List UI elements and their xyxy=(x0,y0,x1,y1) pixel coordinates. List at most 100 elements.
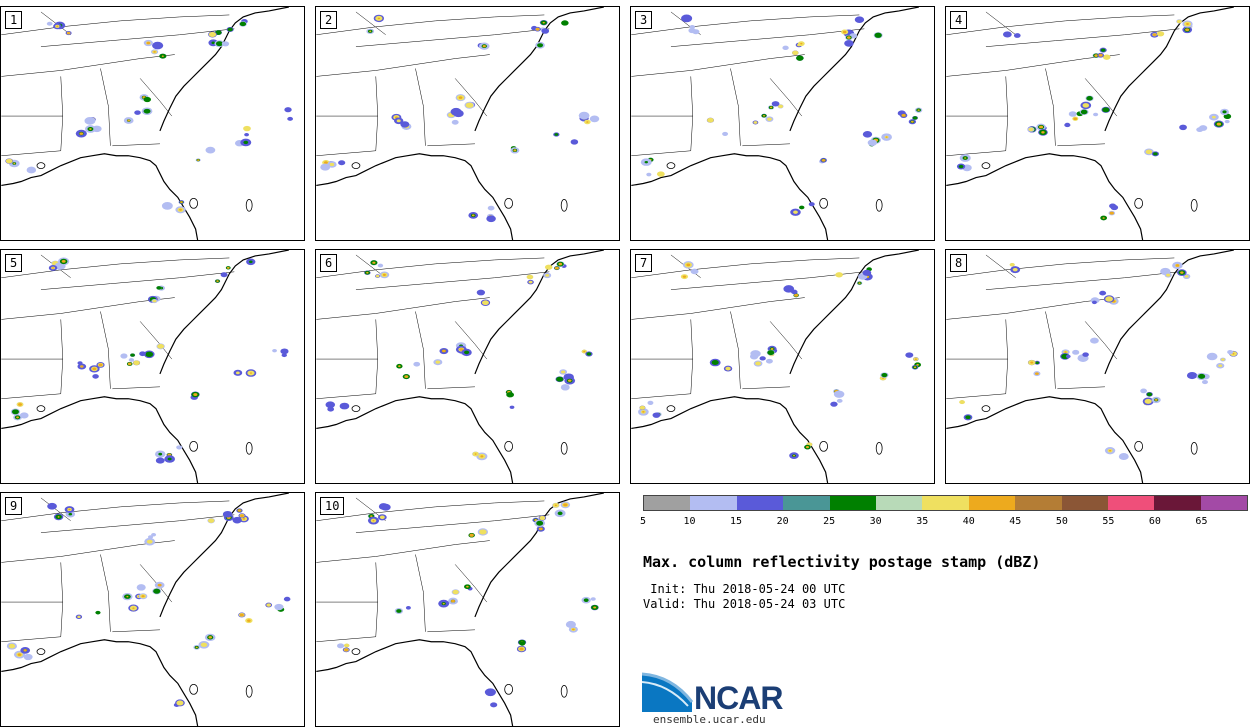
coastline xyxy=(1104,7,1234,132)
coastline xyxy=(316,153,514,240)
state-border xyxy=(100,311,111,389)
reflectivity-echo xyxy=(152,41,164,50)
reflectivity-echo xyxy=(913,366,917,369)
state-border xyxy=(427,629,475,633)
reflectivity-echo xyxy=(545,273,550,277)
colorbar-tick-label: 45 xyxy=(1009,516,1022,527)
reflectivity-echo xyxy=(528,280,533,284)
reflectivity-echo xyxy=(375,274,380,278)
init-time: Init: Thu 2018-05-24 00 UTC xyxy=(643,582,846,596)
state-border xyxy=(316,54,490,77)
reflectivity-echo xyxy=(176,700,184,706)
reflectivity-echo xyxy=(208,31,217,38)
state-border xyxy=(112,143,160,147)
reflectivity-echo xyxy=(558,262,563,266)
reflectivity-echo xyxy=(329,162,335,167)
reflectivity-echo xyxy=(1102,107,1110,113)
reflectivity-echo xyxy=(77,361,83,365)
reflectivity-echo xyxy=(589,115,600,123)
stamp-panel-4: 4 xyxy=(945,6,1250,241)
reflectivity-echo xyxy=(157,343,165,349)
state-border xyxy=(60,562,64,637)
reflectivity-echo xyxy=(161,55,164,57)
colorbar-tick-label: 15 xyxy=(730,516,743,527)
colorbar-segment xyxy=(1061,496,1108,510)
reflectivity-echo xyxy=(337,643,345,649)
reflectivity-echo xyxy=(471,214,475,217)
state-border xyxy=(355,11,386,35)
member-label: 8 xyxy=(950,254,968,272)
reflectivity-echo xyxy=(542,21,545,24)
reflectivity-echo xyxy=(80,365,84,368)
reflectivity-echo xyxy=(195,646,198,649)
state-border xyxy=(1,54,175,77)
state-border xyxy=(375,319,379,394)
colorbar-segment xyxy=(690,496,737,510)
coastline xyxy=(474,7,604,132)
reflectivity-echo xyxy=(92,367,97,371)
reflectivity-echo xyxy=(586,352,592,356)
state-border xyxy=(1005,319,1009,394)
reflectivity-echo xyxy=(1198,373,1206,379)
reflectivity-echo xyxy=(127,362,132,366)
map xyxy=(631,250,922,483)
state-border xyxy=(316,540,490,563)
coastline xyxy=(1,153,199,240)
map xyxy=(316,493,604,726)
reflectivity-echo xyxy=(1091,300,1097,305)
reflectivity-echo xyxy=(130,353,135,357)
reflectivity-echo xyxy=(325,401,336,409)
reflectivity-echo xyxy=(1184,275,1189,278)
reflectivity-echo xyxy=(23,649,27,652)
reflectivity-echo xyxy=(487,205,495,211)
colorbar-tick-label: 65 xyxy=(1195,516,1208,527)
reflectivity-echo xyxy=(792,50,799,55)
state-border xyxy=(316,14,545,36)
coastline xyxy=(631,153,829,240)
reflectivity-echo xyxy=(133,360,140,366)
reflectivity-echo xyxy=(1186,23,1189,26)
reflectivity-echo xyxy=(759,356,766,361)
reflectivity-echo xyxy=(68,508,71,511)
reflectivity-echo xyxy=(1109,211,1114,215)
reflectivity-echo xyxy=(145,351,154,357)
reflectivity-echo xyxy=(1221,358,1225,361)
reflectivity-echo xyxy=(1098,53,1103,57)
reflectivity-echo xyxy=(707,117,714,123)
reflectivity-echo xyxy=(46,21,53,26)
reflectivity-echo xyxy=(1109,203,1117,209)
ncar-swoosh-icon xyxy=(642,672,694,712)
colorbar-segment xyxy=(1200,496,1248,510)
reflectivity-echo xyxy=(1196,127,1204,133)
state-border xyxy=(355,28,550,47)
reflectivity-echo xyxy=(89,128,92,130)
reflectivity-echo xyxy=(1180,271,1184,274)
reflectivity-echo xyxy=(1035,361,1040,365)
member-label: 10 xyxy=(320,497,345,515)
state-border xyxy=(427,143,475,147)
stamp-panel-10: 10 xyxy=(315,492,620,727)
reflectivity-echo xyxy=(8,643,16,649)
reflectivity-echo xyxy=(200,642,208,647)
reflectivity-echo xyxy=(92,374,99,379)
reflectivity-echo xyxy=(750,350,761,358)
colorbar-segment xyxy=(1154,496,1201,510)
reflectivity-echo xyxy=(327,406,335,412)
state-border xyxy=(985,271,1180,290)
state-border xyxy=(730,311,741,389)
reflectivity-echo xyxy=(874,32,882,38)
reflectivity-echo xyxy=(1035,372,1039,375)
colorbar-segment xyxy=(644,496,691,510)
reflectivity-echo xyxy=(722,131,729,136)
reflectivity-echo xyxy=(1028,127,1034,132)
reflectivity-echo xyxy=(211,41,216,45)
island-outline xyxy=(245,684,253,698)
state-border xyxy=(631,393,691,399)
reflectivity-echo xyxy=(380,503,391,511)
reflectivity-echo xyxy=(554,504,557,507)
state-border xyxy=(316,636,376,642)
reflectivity-echo xyxy=(153,51,156,53)
reflectivity-echo xyxy=(854,16,865,23)
state-border xyxy=(985,254,1016,278)
reflectivity-echo xyxy=(120,353,128,359)
